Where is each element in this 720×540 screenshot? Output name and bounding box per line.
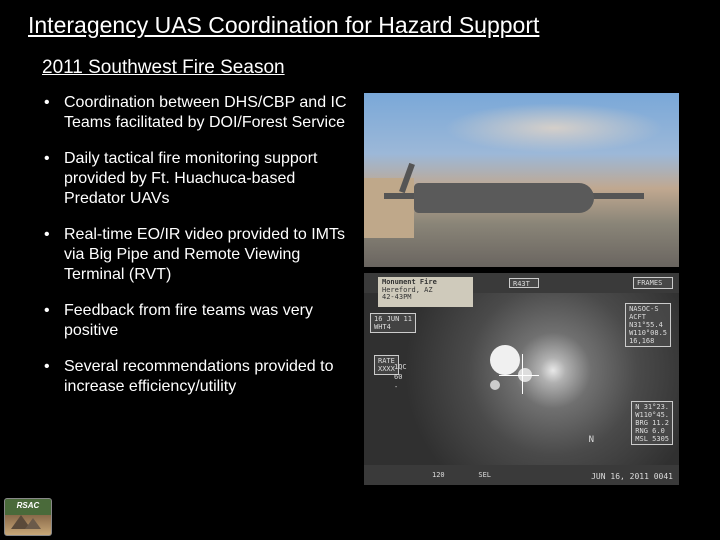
bullet-item: Coordination between DHS/CBP and IC Team… xyxy=(44,93,356,133)
ir-scale-labels: 1QC 60 - xyxy=(394,363,407,392)
slide-container: Interagency UAS Coordination for Hazard … xyxy=(0,0,720,540)
crosshair-vertical xyxy=(522,354,523,394)
slide-subtitle: 2011 Southwest Fire Season xyxy=(42,57,692,79)
ir-overlay-rightmid2: ACFT xyxy=(629,313,667,321)
smoke-plume xyxy=(444,103,664,153)
slide-title: Interagency UAS Coordination for Hazard … xyxy=(28,12,692,39)
ir-bottom-left: 120 SEL xyxy=(432,471,491,479)
rsac-logo: RSAC xyxy=(4,498,52,536)
logo-text: RSAC xyxy=(17,501,40,510)
ir-bottom-left-val: 120 xyxy=(432,471,445,479)
ir-overlay-topright: FRAMES xyxy=(633,277,673,289)
bullet-item: Real-time EO/IR video provided to IMTs v… xyxy=(44,225,356,285)
ir-center-label: R43T xyxy=(509,278,539,288)
ir-overlay-rightmid: NASOC-S ACFT N31°55.4 W110°08.5 16,168 xyxy=(625,303,671,347)
logo-mountain-icon xyxy=(25,518,41,529)
bullet-list: Coordination between DHS/CBP and IC Team… xyxy=(28,93,356,485)
bullet-item: Daily tactical fire monitoring support p… xyxy=(44,149,356,209)
ir-timestamp: JUN 16, 2011 0041 xyxy=(591,472,673,481)
ir-bottom-center: SEL xyxy=(478,471,491,479)
ir-overlay-leftdate: 16 JUN 11 WHT4 xyxy=(370,313,416,333)
ir-overlay-bottomrightblock: N 31°23. W110°45. BRG 11.2 RNG 6.0 MSL 5… xyxy=(631,401,673,445)
uav-photo xyxy=(364,93,679,267)
ir-overlay-rightcoords: N31°55.4 W110°08.5 16,168 xyxy=(629,321,667,345)
ir-feed-image: Monument Fire Hereford, AZ 42-43PM R43T … xyxy=(364,273,679,485)
bullet-item: Feedback from fire teams was very positi… xyxy=(44,301,356,341)
ir-north-indicator: N xyxy=(589,435,594,445)
crosshair-horizontal xyxy=(499,375,539,376)
image-column: Monument Fire Hereford, AZ 42-43PM R43T … xyxy=(364,93,692,485)
bullet-item: Several recommendations provided to incr… xyxy=(44,357,356,397)
uav-body xyxy=(414,183,594,213)
ir-overlay-rightmid1: NASOC-S xyxy=(629,305,667,313)
ir-header-label: Monument Fire Hereford, AZ 42-43PM xyxy=(378,277,473,307)
content-row: Coordination between DHS/CBP and IC Team… xyxy=(28,93,692,485)
ir-header-line3: 42-43PM xyxy=(382,294,469,302)
